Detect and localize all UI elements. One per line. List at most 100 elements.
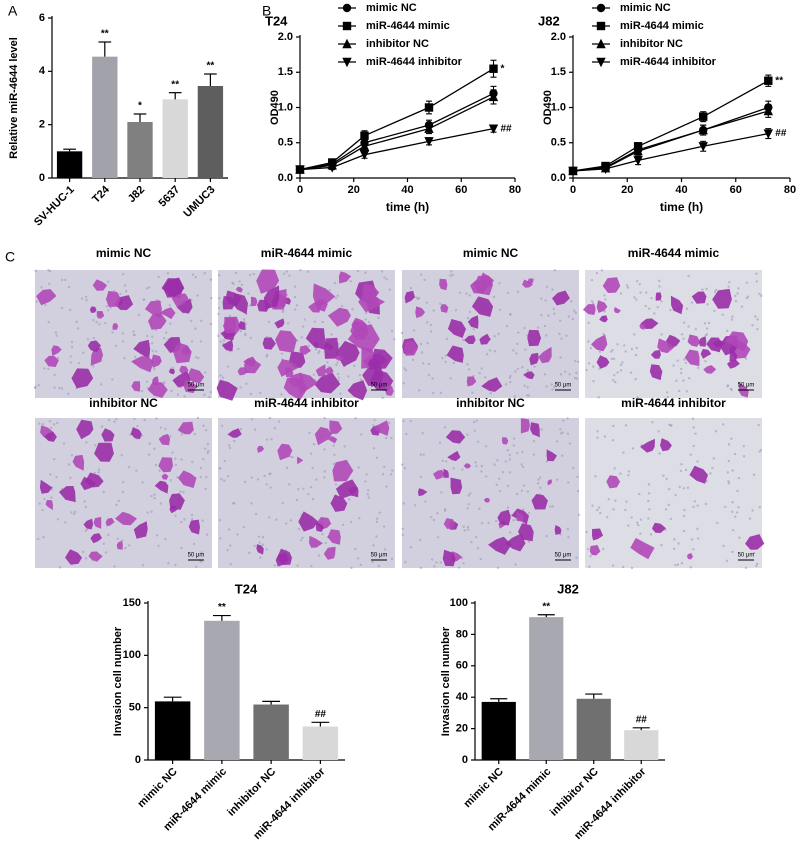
pore bbox=[146, 334, 149, 338]
pore bbox=[744, 357, 748, 360]
cell bbox=[582, 304, 596, 315]
cell bbox=[546, 449, 557, 462]
pore bbox=[619, 472, 622, 475]
pore bbox=[512, 437, 516, 440]
cell bbox=[250, 296, 258, 307]
annotation: ** bbox=[542, 601, 550, 612]
pore bbox=[441, 459, 445, 463]
cell bbox=[223, 317, 236, 334]
cell bbox=[591, 334, 608, 352]
pore bbox=[180, 546, 183, 550]
pore bbox=[634, 353, 638, 357]
pore bbox=[382, 525, 386, 528]
pore bbox=[63, 521, 67, 524]
pore bbox=[67, 463, 71, 466]
pore bbox=[281, 310, 285, 314]
pore bbox=[150, 510, 153, 513]
pore bbox=[116, 537, 119, 540]
cell bbox=[687, 334, 701, 347]
series-line bbox=[299, 92, 494, 171]
pore bbox=[651, 421, 654, 424]
pore bbox=[513, 395, 517, 398]
pore bbox=[709, 472, 712, 475]
pore bbox=[357, 466, 360, 469]
pore bbox=[146, 386, 149, 390]
pore bbox=[365, 311, 368, 315]
pore bbox=[444, 360, 447, 364]
pore bbox=[682, 529, 686, 533]
pore bbox=[70, 345, 74, 349]
pore bbox=[150, 494, 153, 498]
pore bbox=[587, 321, 590, 325]
pore bbox=[219, 374, 222, 377]
pore bbox=[365, 473, 368, 476]
pore bbox=[343, 445, 346, 448]
pore bbox=[389, 473, 393, 476]
pore bbox=[603, 435, 607, 438]
pore bbox=[504, 460, 508, 463]
pore bbox=[401, 533, 405, 536]
cell bbox=[151, 354, 162, 368]
pore bbox=[307, 344, 311, 348]
pore bbox=[636, 396, 639, 399]
pore bbox=[277, 420, 281, 423]
cell bbox=[299, 345, 311, 355]
pore bbox=[476, 547, 480, 550]
pore bbox=[493, 350, 497, 353]
pore bbox=[673, 538, 676, 541]
pore bbox=[111, 378, 114, 381]
pore bbox=[60, 387, 64, 390]
cell bbox=[649, 364, 663, 381]
pore bbox=[387, 421, 391, 425]
pore bbox=[612, 424, 615, 428]
pore bbox=[353, 364, 356, 367]
pore bbox=[180, 520, 183, 524]
cell bbox=[171, 293, 189, 308]
micrograph: 50 μm bbox=[401, 417, 581, 569]
pore bbox=[219, 340, 222, 343]
pore bbox=[313, 320, 316, 323]
pore bbox=[268, 516, 271, 519]
pore bbox=[536, 482, 540, 485]
pore bbox=[682, 321, 686, 324]
pore bbox=[70, 341, 74, 344]
pore bbox=[537, 478, 540, 481]
pore bbox=[480, 470, 483, 473]
pore bbox=[472, 328, 475, 331]
pore bbox=[41, 508, 44, 512]
pore bbox=[508, 531, 512, 534]
pore bbox=[174, 563, 177, 567]
pore bbox=[545, 534, 548, 538]
pore bbox=[527, 511, 531, 515]
pore bbox=[390, 329, 394, 333]
pore bbox=[553, 385, 556, 389]
pore bbox=[706, 303, 709, 306]
pore bbox=[210, 296, 213, 300]
pore bbox=[111, 331, 114, 334]
pore bbox=[669, 308, 672, 312]
pore bbox=[731, 510, 734, 514]
pore bbox=[498, 308, 502, 311]
pore bbox=[687, 274, 690, 278]
pore bbox=[77, 361, 81, 365]
pore bbox=[627, 473, 630, 477]
pore bbox=[570, 300, 573, 303]
pore bbox=[633, 296, 636, 299]
pore bbox=[162, 382, 166, 385]
pore bbox=[731, 469, 734, 472]
pore bbox=[226, 548, 229, 552]
cell bbox=[554, 525, 562, 535]
y-axis-label: Invasion cell number bbox=[440, 626, 452, 736]
pore bbox=[326, 361, 329, 364]
pore bbox=[461, 468, 464, 471]
pore bbox=[474, 461, 477, 464]
pore bbox=[220, 478, 223, 481]
pore bbox=[47, 320, 50, 324]
pore bbox=[367, 496, 370, 499]
pore bbox=[551, 388, 554, 391]
pore bbox=[104, 322, 107, 325]
pore bbox=[614, 380, 617, 384]
pore bbox=[451, 273, 454, 277]
pore bbox=[249, 336, 253, 340]
x-axis-label: time (h) bbox=[660, 200, 703, 214]
